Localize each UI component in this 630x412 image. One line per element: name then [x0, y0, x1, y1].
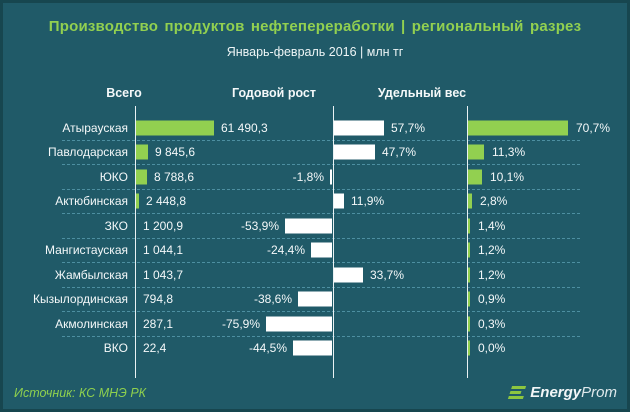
share-value: 1,4% — [478, 218, 506, 233]
chart-title: Производство продуктов нефтепереработки … — [48, 18, 582, 35]
region-row: Павлодарская 9 845,6 47,7% 11,3% — [48, 139, 580, 165]
share-value: 0,9% — [478, 292, 506, 307]
growth-bar — [285, 218, 332, 234]
growth-value: 33,7% — [370, 267, 405, 282]
share-value: 0,3% — [478, 316, 506, 331]
growth-bar — [330, 169, 332, 185]
share-bar — [468, 291, 470, 307]
share-bar — [468, 169, 482, 185]
region-label: ЮКО — [99, 169, 128, 184]
growth-bar — [266, 316, 332, 332]
share-bar — [468, 120, 568, 136]
growth-value: 57,7% — [391, 120, 426, 135]
region-row: Атырауская 61 490,3 57,7% 70,7% — [62, 116, 610, 140]
total-bar — [136, 120, 214, 136]
region-label: Атырауская — [62, 120, 128, 135]
total-value: 1 200,9 — [143, 218, 184, 233]
axis-growth — [333, 106, 334, 378]
source-note: Источник: КС МНЭ РК — [14, 386, 147, 400]
share-value: 1,2% — [478, 267, 506, 282]
total-value: 287,1 — [143, 316, 174, 331]
total-value: 2 448,8 — [146, 194, 187, 209]
region-row: Жамбылская 1 043,7 33,7% 1,2% — [55, 262, 580, 287]
share-value: 70,7% — [576, 120, 611, 135]
growth-bar — [334, 267, 363, 283]
axis-total — [135, 106, 136, 378]
total-value: 8 788,6 — [154, 169, 195, 184]
region-row: ЗКО 1 200,9 -53,9% 1,4% — [62, 213, 580, 238]
growth-value: -75,9% — [221, 316, 260, 331]
share-value: 0,0% — [478, 341, 506, 356]
region-row: Кызылординская 794,8 -38,6% 0,9% — [33, 286, 580, 312]
share-bar — [468, 218, 470, 234]
region-label: Мангистауская — [45, 243, 128, 258]
region-row: Актюбинская 2 448,8 11,9% 2,8% — [55, 188, 580, 214]
total-bar — [136, 193, 139, 209]
growth-value: 47,7% — [382, 145, 417, 160]
chart-subtitle: Январь-февраль 2016 | млн тг — [226, 45, 404, 59]
growth-value: -24,4% — [266, 243, 305, 258]
total-bar — [136, 144, 148, 160]
energyprom-logo: EnergyProm — [508, 384, 617, 401]
column-header-growth: Годовой рост — [232, 86, 316, 100]
logo-text-prom: Prom — [581, 384, 617, 401]
region-label: Павлодарская — [48, 145, 128, 160]
region-label: Кызылординская — [33, 292, 128, 307]
growth-value: -1,8% — [292, 169, 324, 184]
total-bar — [136, 169, 147, 185]
total-value: 1 044,1 — [143, 243, 184, 258]
share-bar — [468, 340, 470, 356]
growth-value: -53,9% — [240, 218, 279, 233]
growth-value: -44,5% — [248, 341, 287, 356]
share-value: 11,3% — [492, 145, 526, 160]
share-bar — [468, 316, 470, 332]
growth-value: -38,6% — [253, 292, 292, 307]
total-value: 61 490,3 — [221, 120, 268, 135]
share-bar — [468, 193, 472, 209]
growth-bar — [334, 120, 384, 136]
total-value: 9 845,6 — [155, 145, 196, 160]
axis-share — [467, 106, 468, 378]
total-value: 794,8 — [143, 292, 174, 307]
logo-text-energy: Energy — [530, 384, 582, 401]
growth-bar — [298, 291, 332, 307]
region-row: ЮКО 8 788,6 -1,8% 10,1% — [62, 164, 580, 189]
region-label: ВКО — [103, 341, 128, 356]
growth-bar — [311, 242, 332, 258]
growth-bar — [334, 144, 375, 160]
total-value: 22,4 — [143, 341, 167, 356]
share-bar — [468, 144, 484, 160]
region-label: ЗКО — [104, 218, 128, 233]
chart-rows: Атырауская 61 490,3 57,7% 70,7% Павлодар… — [33, 116, 610, 361]
column-header-share: Удельный вес — [377, 86, 467, 100]
total-value: 1 043,7 — [143, 267, 184, 282]
column-header-total: Всего — [106, 86, 142, 100]
share-value: 1,2% — [478, 243, 506, 258]
region-row: Акмолинская 287,1 -75,9% 0,3% — [55, 311, 580, 336]
share-bar — [468, 242, 470, 258]
share-value: 2,8% — [480, 194, 508, 209]
energyprom-logo-icon — [508, 386, 527, 399]
energyprom-logo-text: EnergyProm — [530, 384, 617, 401]
region-row: Мангистауская 1 044,1 -24,4% 1,2% — [45, 237, 580, 263]
region-row: ВКО 22,4 -44,5% 0,0% — [62, 335, 580, 361]
share-bar — [468, 267, 470, 283]
region-label: Акмолинская — [55, 316, 128, 331]
region-label: Актюбинская — [55, 194, 128, 209]
share-value: 10,1% — [490, 169, 525, 184]
growth-value: 11,9% — [351, 194, 385, 209]
region-label: Жамбылская — [54, 267, 128, 282]
growth-bar — [293, 340, 332, 356]
growth-bar — [334, 193, 344, 209]
